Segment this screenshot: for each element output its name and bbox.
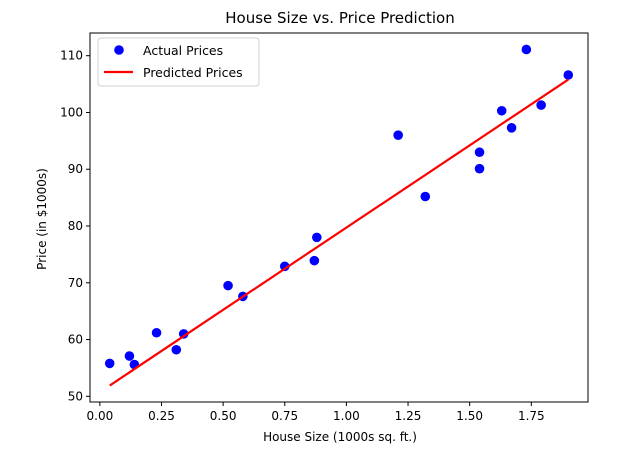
x-tick-label: 1.25: [395, 409, 422, 423]
chart-title: House Size vs. Price Prediction: [225, 9, 454, 27]
x-tick-label: 0.75: [271, 409, 298, 423]
scatter-point-15: [496, 105, 507, 116]
x-axis: 0.00 0.25 0.50 0.75 1.00 1.25 1.50 1.75: [87, 402, 545, 423]
y-tick-label: 80: [68, 219, 83, 233]
y-tick-label: 90: [68, 162, 83, 176]
scatter-point-1: [124, 351, 135, 361]
x-tick-label: 0.00: [87, 409, 114, 423]
prediction-line: [109, 78, 569, 387]
scatter-point-10: [312, 232, 322, 243]
scatter-point-3: [151, 327, 162, 338]
scatter-point-0: [104, 358, 115, 369]
legend-label-predicted: Predicted Prices: [143, 65, 243, 80]
scatter-point-6: [223, 280, 233, 291]
y-tick-label: 60: [68, 333, 83, 347]
scatter-point-4: [171, 344, 182, 355]
legend-box: [97, 37, 260, 87]
axes-frame: [89, 32, 589, 403]
x-axis-label: House Size (1000s sq. ft.): [263, 430, 417, 444]
scatter-point-16: [506, 123, 517, 133]
y-tick-label: 100: [60, 105, 83, 119]
x-tick-label: 0.25: [148, 409, 175, 423]
plot-area: [104, 44, 574, 387]
legend-scatter-marker: [114, 45, 124, 55]
y-tick-label: 110: [60, 49, 83, 63]
scatter-point-8: [279, 261, 290, 272]
y-axis-label: Price (in $1000s): [35, 168, 49, 270]
scatter-point-18: [536, 100, 546, 110]
scatter-point-17: [521, 44, 532, 55]
scatter-point-13: [474, 147, 485, 158]
y-tick-label: 70: [68, 276, 83, 290]
x-tick-label: 0.50: [210, 409, 237, 423]
scatter-point-9: [309, 255, 320, 266]
y-axis: 50 60 70 80 90 100 110: [60, 49, 90, 403]
x-tick-label: 1.50: [456, 409, 483, 423]
x-tick-label: 1.00: [333, 409, 360, 423]
x-tick-label: 1.75: [518, 409, 545, 423]
scatter-point-19: [563, 70, 574, 80]
legend: Actual Prices Predicted Prices: [97, 37, 260, 87]
y-tick-label: 50: [68, 389, 83, 403]
scatter-point-11: [393, 130, 403, 140]
legend-label-actual: Actual Prices: [143, 43, 223, 58]
scatter-point-5: [178, 329, 189, 339]
scatter-point-14: [474, 163, 485, 174]
scatter-point-12: [420, 191, 431, 202]
